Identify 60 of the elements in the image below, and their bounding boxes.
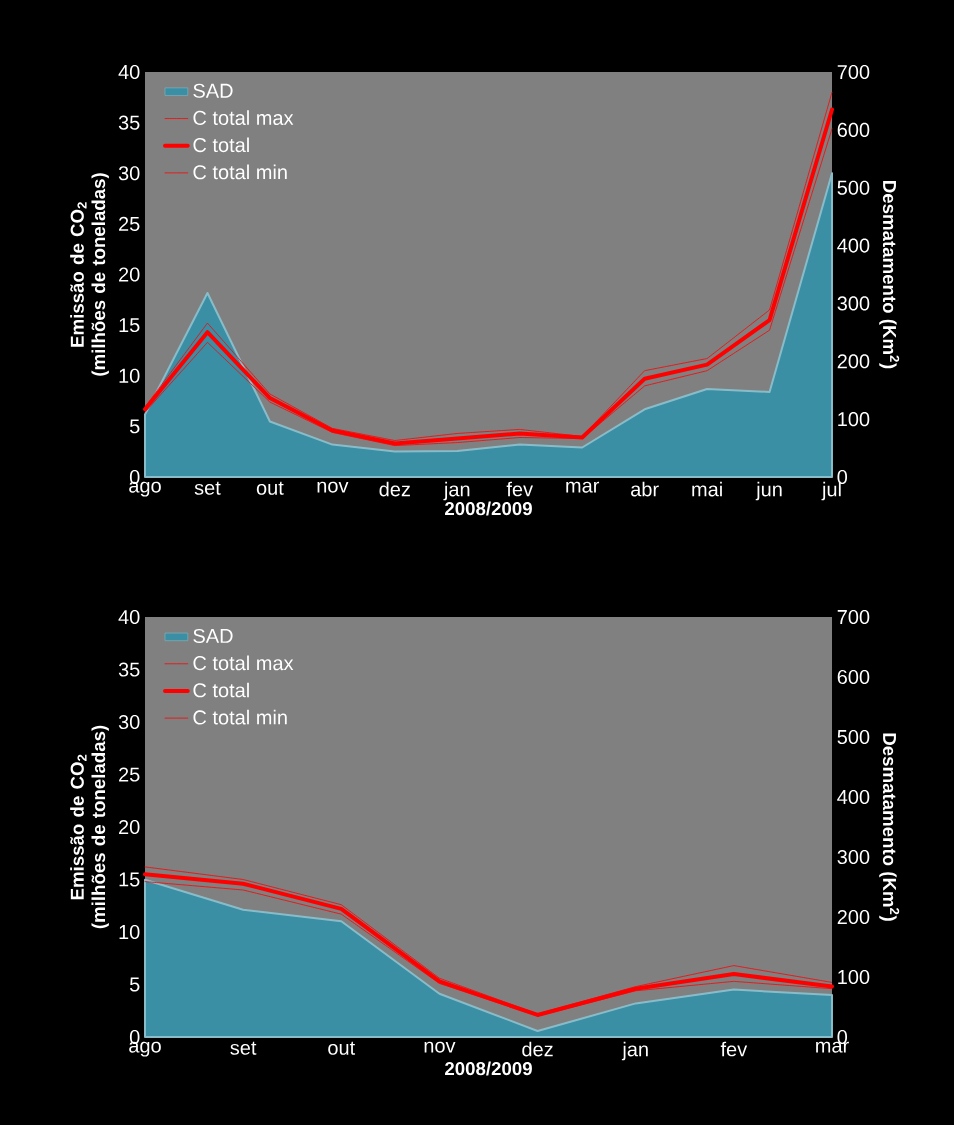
y-tick-label: 40 [118,609,140,625]
y2-tick-label: 100 [838,969,870,985]
x-axis-title: 2008/2009 [445,1061,532,1076]
x-tick-label: nov [317,481,349,493]
y2-axis-title: Desmatamento (Km$^{2}$) [879,733,900,921]
x-tick-label: out [256,481,284,495]
y-tick-label: 30 [118,166,140,181]
x-tick-label: fev [506,481,533,497]
y2-tick-label: 700 [837,64,870,80]
y-tick-label: 15 [119,318,140,333]
y2-tick-label: 600 [837,669,870,685]
y-tick-label: 10 [119,924,140,940]
legend-label: C total [193,682,249,698]
x-tick-label: out [328,1041,356,1055]
x-tick-label: dez [379,481,410,497]
y2-tick-label: 500 [837,180,870,195]
legend-label: SAD [193,83,233,98]
y2-tick-label: 700 [837,609,870,625]
y2-axis-title: Desmatamento (Km$^{2}$) [879,181,900,369]
x-tick-label: set [230,1041,257,1055]
y-tick-label: 35 [118,115,140,130]
y2-tick-label: 600 [837,122,870,137]
y-tick-label: 20 [119,267,140,282]
x-tick-label: fev [720,1041,748,1057]
y-tick-label: 40 [118,64,140,80]
y2-tick-label: 200 [837,354,870,369]
y-tick-label: 15 [119,872,140,887]
legend-label: C total min [193,709,287,725]
x-tick-label: abr [631,481,659,497]
x-tick-label: set [194,481,221,495]
y-axis-title: Emissão de CO$_{2}$ (milhões de toneladas) [70,173,109,376]
y2-tick-label: 500 [837,729,870,745]
x-tick-label: nov [424,1041,456,1053]
y-tick-label: 20 [119,819,140,835]
y-tick-label: 25 [119,216,140,231]
legend-label: SAD [193,628,233,644]
x-tick-label: jan [443,481,470,501]
legend-label: C total [193,137,249,153]
y2-tick-label: 400 [837,789,870,805]
y2-tick-label: 200 [837,909,870,925]
legend-label: C total max [193,110,294,125]
y2-tick-label: 300 [837,849,870,865]
legend-label: C total max [193,655,294,671]
x-tick-label: mai [692,481,722,497]
y-tick-label: 5 [129,977,140,992]
x-tick-label: jun [755,481,782,501]
y-tick-label: 35 [118,662,140,677]
y2-tick-label: 100 [838,412,870,427]
x-tick-label: jan [621,1041,648,1061]
y-tick-label: 25 [119,767,140,782]
y-axis-title: Emissão de CO$_{2}$ (milhões de toneladas) [70,725,109,929]
y2-tick-label: 400 [837,238,870,253]
y-tick-label: 30 [118,714,140,730]
x-axis-title: 2008/2009 [445,501,532,516]
y-tick-label: 10 [119,368,140,383]
x-tick-label: mar [566,481,600,493]
legend-label: C total min [193,164,287,180]
y2-tick-label: 300 [837,296,870,311]
y-tick-label: 5 [129,419,140,434]
x-tick-label: dez [522,1041,553,1057]
